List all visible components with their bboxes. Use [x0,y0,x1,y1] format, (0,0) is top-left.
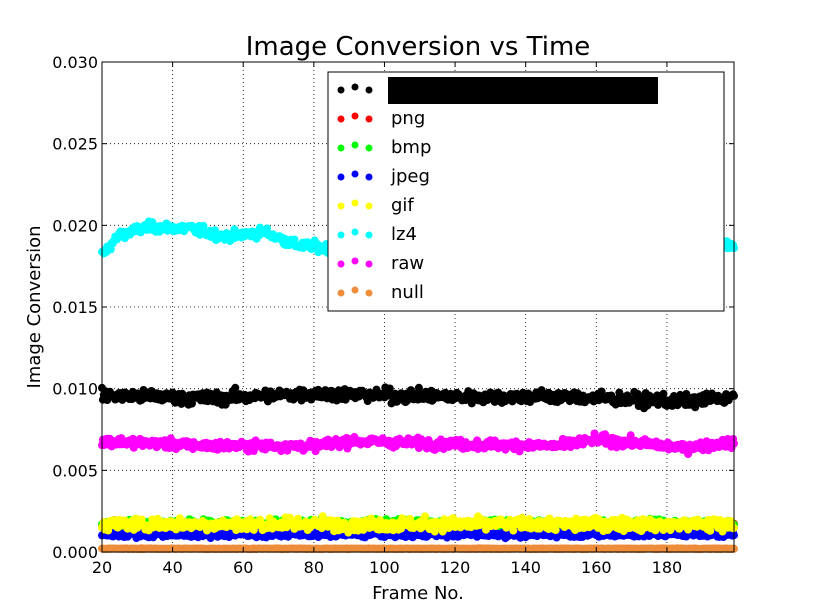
data-point-lz4 [290,235,299,244]
data-point-redacted [188,399,196,408]
data-points [98,217,738,554]
chart-title: Image Conversion vs Time [246,32,591,62]
data-point-lz4 [199,221,208,230]
data-point-raw [626,431,635,440]
data-point-redacted [231,383,240,392]
data-point-gif [421,512,430,521]
